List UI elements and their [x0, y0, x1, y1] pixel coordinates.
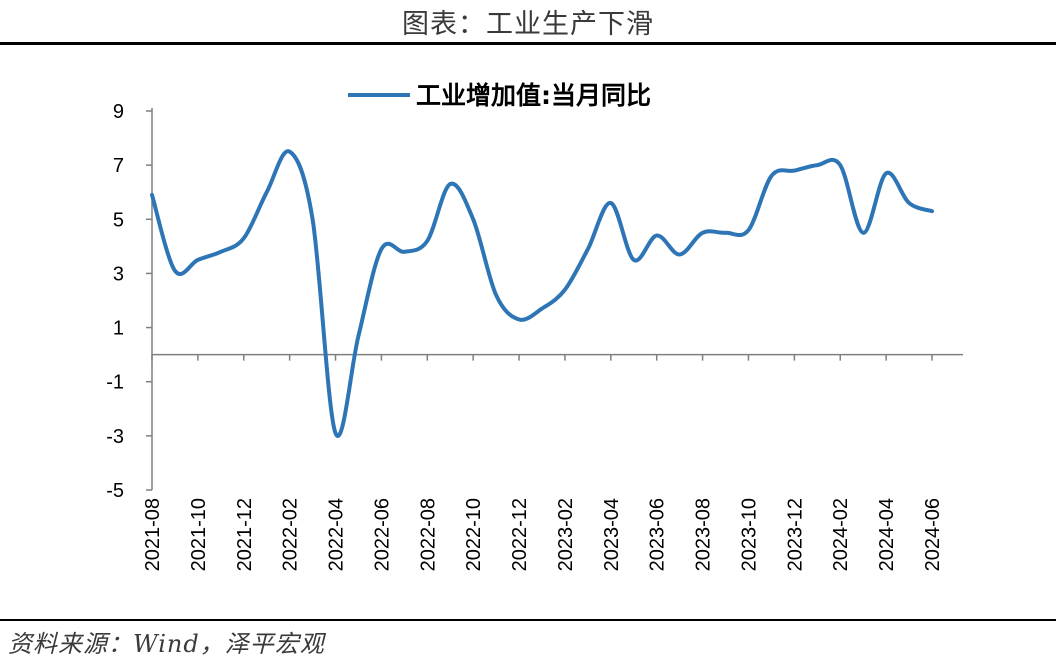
x-tick-label: 2023-06: [647, 498, 669, 571]
y-tick-label: 9: [113, 101, 124, 123]
series-line: [150, 149, 934, 438]
x-tick-label: 2022-08: [417, 498, 439, 571]
x-tick-label: 2021-10: [188, 498, 210, 571]
figure-title: 图表：工业生产下滑: [402, 9, 654, 40]
legend: 工业增加值:当月同比: [348, 81, 651, 110]
y-tick-label: 5: [113, 209, 124, 231]
x-tick-label: 2022-02: [280, 498, 302, 571]
x-tick-label: 2024-04: [876, 498, 898, 571]
x-tick-label: 2023-08: [693, 498, 715, 571]
x-tick-label: 2022-06: [371, 498, 393, 571]
y-tick-label: -1: [106, 372, 124, 394]
x-tick-label: 2021-08: [142, 498, 164, 571]
x-tick-label: 2024-06: [922, 498, 944, 571]
y-tick-label: -3: [106, 426, 124, 448]
x-tick-label: 2022-04: [326, 498, 348, 571]
y-tick-label: 7: [113, 155, 124, 177]
x-tick-label: 2023-04: [601, 498, 623, 571]
x-tick-label: 2024-02: [830, 498, 852, 571]
bottom-rule: [0, 619, 1056, 621]
x-tick-label: 2022-10: [463, 498, 485, 571]
x-tick-label: 2022-12: [509, 498, 531, 571]
x-tick-label: 2021-12: [234, 498, 256, 571]
y-tick-label: -5: [106, 480, 124, 502]
legend-label: 工业增加值:当月同比: [416, 81, 651, 110]
x-tick-label: 2023-10: [738, 498, 760, 571]
top-rule: [0, 42, 1056, 45]
y-tick-label: 3: [113, 263, 124, 285]
source-note: 资料来源：Wind，泽平宏观: [8, 630, 325, 658]
y-tick-label: 1: [113, 318, 124, 340]
chart-axes: [151, 108, 963, 490]
y-axis-ticks: 9 7 5 3 1 -1 -3 -5: [106, 101, 152, 502]
x-tick-label: 2023-02: [555, 498, 577, 571]
x-tick-label: 2023-12: [784, 498, 806, 571]
x-axis-ticks: 2021-08 2021-10 2021-12 2022-02 2022-04 2022-…: [142, 354, 944, 571]
